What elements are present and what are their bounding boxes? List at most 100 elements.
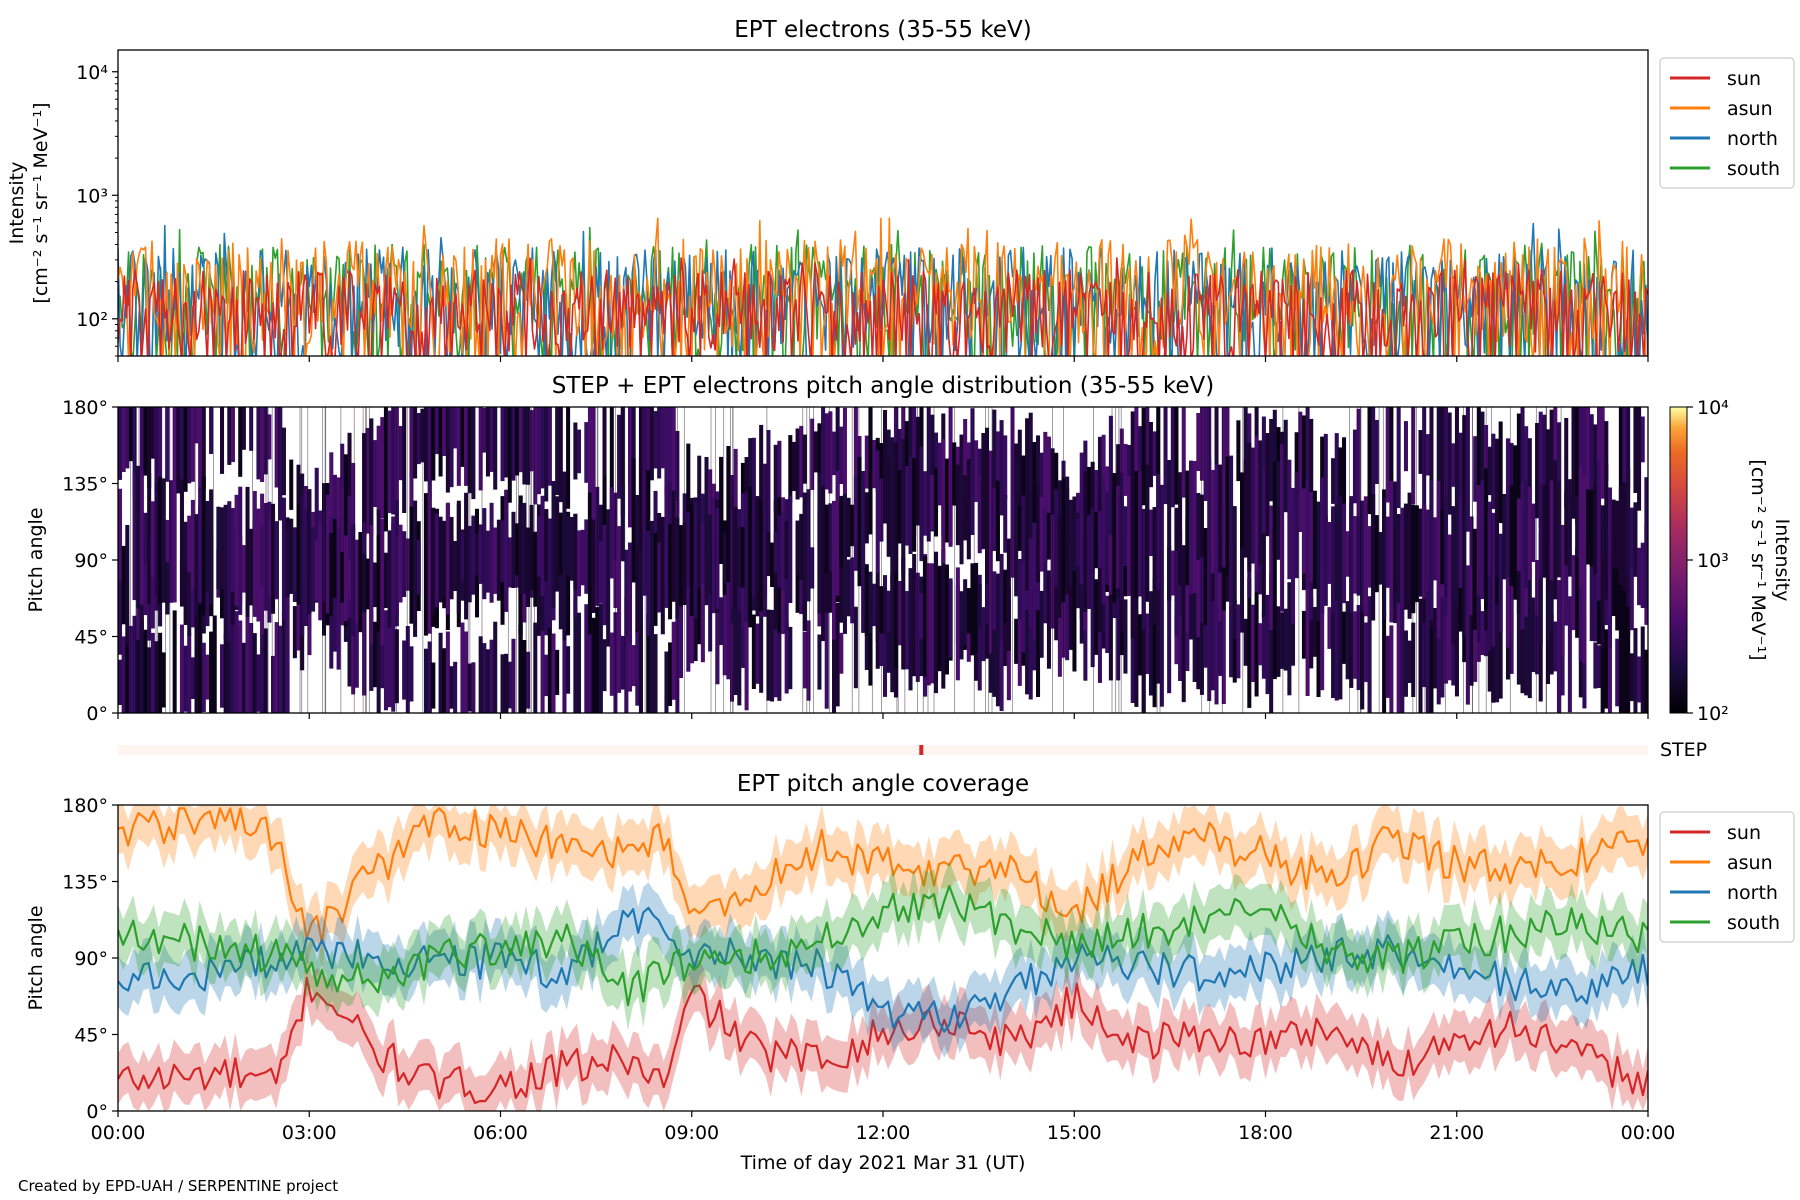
pad-cell <box>587 492 592 635</box>
pad-cell <box>766 609 771 701</box>
pad-cell <box>1575 407 1580 525</box>
pad-cell <box>536 407 541 495</box>
pad-cell <box>573 422 578 480</box>
pad-cell <box>577 612 582 713</box>
band-north <box>118 882 1648 1058</box>
pad-cell <box>413 407 418 479</box>
pad-cell <box>1524 479 1529 589</box>
pad-cell <box>1021 455 1026 498</box>
pad-cell <box>584 422 589 483</box>
pad-cell <box>1043 527 1048 624</box>
pad-cell <box>1156 474 1161 590</box>
pad-cell <box>1072 533 1077 672</box>
pad-cell <box>518 407 523 473</box>
pad-cell <box>766 430 771 537</box>
pad-cell <box>1101 474 1106 604</box>
panel-pitch-angle-coverage: EPT pitch angle coverage 0° 45° 90° 135° 180… <box>25 771 1795 1174</box>
pad-cell <box>493 527 498 594</box>
pad-cell <box>482 643 487 713</box>
pad-cell <box>460 532 465 581</box>
pad-cell <box>1130 478 1135 592</box>
pad-cell <box>587 611 592 713</box>
pad-cell <box>1207 573 1212 701</box>
pad-cell <box>518 625 523 713</box>
pad-cell <box>241 545 246 593</box>
pad-cell <box>941 549 946 689</box>
pad-cell <box>1261 469 1266 534</box>
pad-cell <box>1382 498 1387 620</box>
pad-cell <box>759 499 764 612</box>
pad-cell <box>631 458 636 583</box>
pad-cell <box>1218 528 1223 621</box>
pad-cell <box>1462 507 1467 577</box>
pad-cell <box>1385 635 1390 698</box>
pad-cell <box>402 407 407 513</box>
pad-cell <box>471 407 476 500</box>
pad-cell <box>726 576 731 680</box>
pad-cell <box>227 407 232 465</box>
pad-cell <box>1076 518 1081 567</box>
pad-cell <box>1473 528 1478 630</box>
pad-cell <box>1407 640 1412 683</box>
pad-cell <box>1291 609 1296 666</box>
pad-cell <box>158 632 163 713</box>
pad-cell <box>1531 503 1536 562</box>
pad-cell <box>1440 509 1445 585</box>
pad-cell <box>1436 407 1441 525</box>
pad-cell <box>1072 515 1077 571</box>
pad-cell <box>442 648 447 713</box>
pad-cell <box>438 632 443 713</box>
pad-cell <box>165 407 170 482</box>
pad-cell <box>919 593 924 640</box>
pad-cell <box>1556 481 1561 578</box>
pad-cell <box>1225 407 1230 498</box>
pad-cell <box>409 547 414 593</box>
legend1-label-south: south <box>1727 158 1780 180</box>
pad-cell <box>562 624 567 713</box>
pad-cell <box>664 539 669 608</box>
pad-cell <box>981 481 986 550</box>
pad-cell <box>1043 508 1048 562</box>
pad-cell <box>653 532 658 626</box>
pad-cell <box>1538 484 1543 580</box>
pad-cell <box>1495 498 1500 578</box>
pad-cell <box>1240 510 1245 633</box>
pad-cell <box>1597 407 1602 511</box>
pad-cell <box>522 502 527 594</box>
pad-cell <box>726 534 731 583</box>
pad-cell <box>1090 562 1095 668</box>
pad-cell <box>1352 429 1357 504</box>
pad-cell <box>1505 519 1510 648</box>
pad-cell <box>493 621 498 713</box>
pad-cell <box>1454 407 1459 531</box>
pad-cell <box>620 483 625 562</box>
series-asun <box>118 217 1647 356</box>
pad-cell <box>1243 407 1248 501</box>
pad-cell <box>274 407 279 488</box>
pad-cell <box>1444 407 1449 525</box>
pad-cell <box>1145 407 1150 517</box>
pad-cell <box>289 459 294 510</box>
panel3-y-axis: 0° 45° 90° 135° 180° <box>62 795 118 1123</box>
pad-cell <box>183 645 188 712</box>
pad-cell <box>963 419 968 527</box>
pad-cell <box>824 413 829 490</box>
pad-cell <box>150 537 155 629</box>
pad-cell <box>1309 597 1314 669</box>
series-north <box>118 906 1648 1033</box>
pad-cell <box>668 524 673 620</box>
pad-cell <box>1637 547 1642 606</box>
pad-cell <box>671 621 676 700</box>
pad-cell <box>1127 444 1132 489</box>
pad-cell <box>628 634 633 692</box>
pad-cell <box>839 543 844 623</box>
pad-cell <box>292 527 297 602</box>
pad-cell <box>198 627 203 713</box>
pad-cell <box>1542 414 1547 523</box>
pad-cell <box>617 526 622 648</box>
pad-cell <box>1334 565 1339 701</box>
pad-cell <box>810 418 815 490</box>
pad-cell <box>1046 570 1051 669</box>
pad-cell <box>190 499 195 590</box>
pad-cell <box>762 463 767 509</box>
